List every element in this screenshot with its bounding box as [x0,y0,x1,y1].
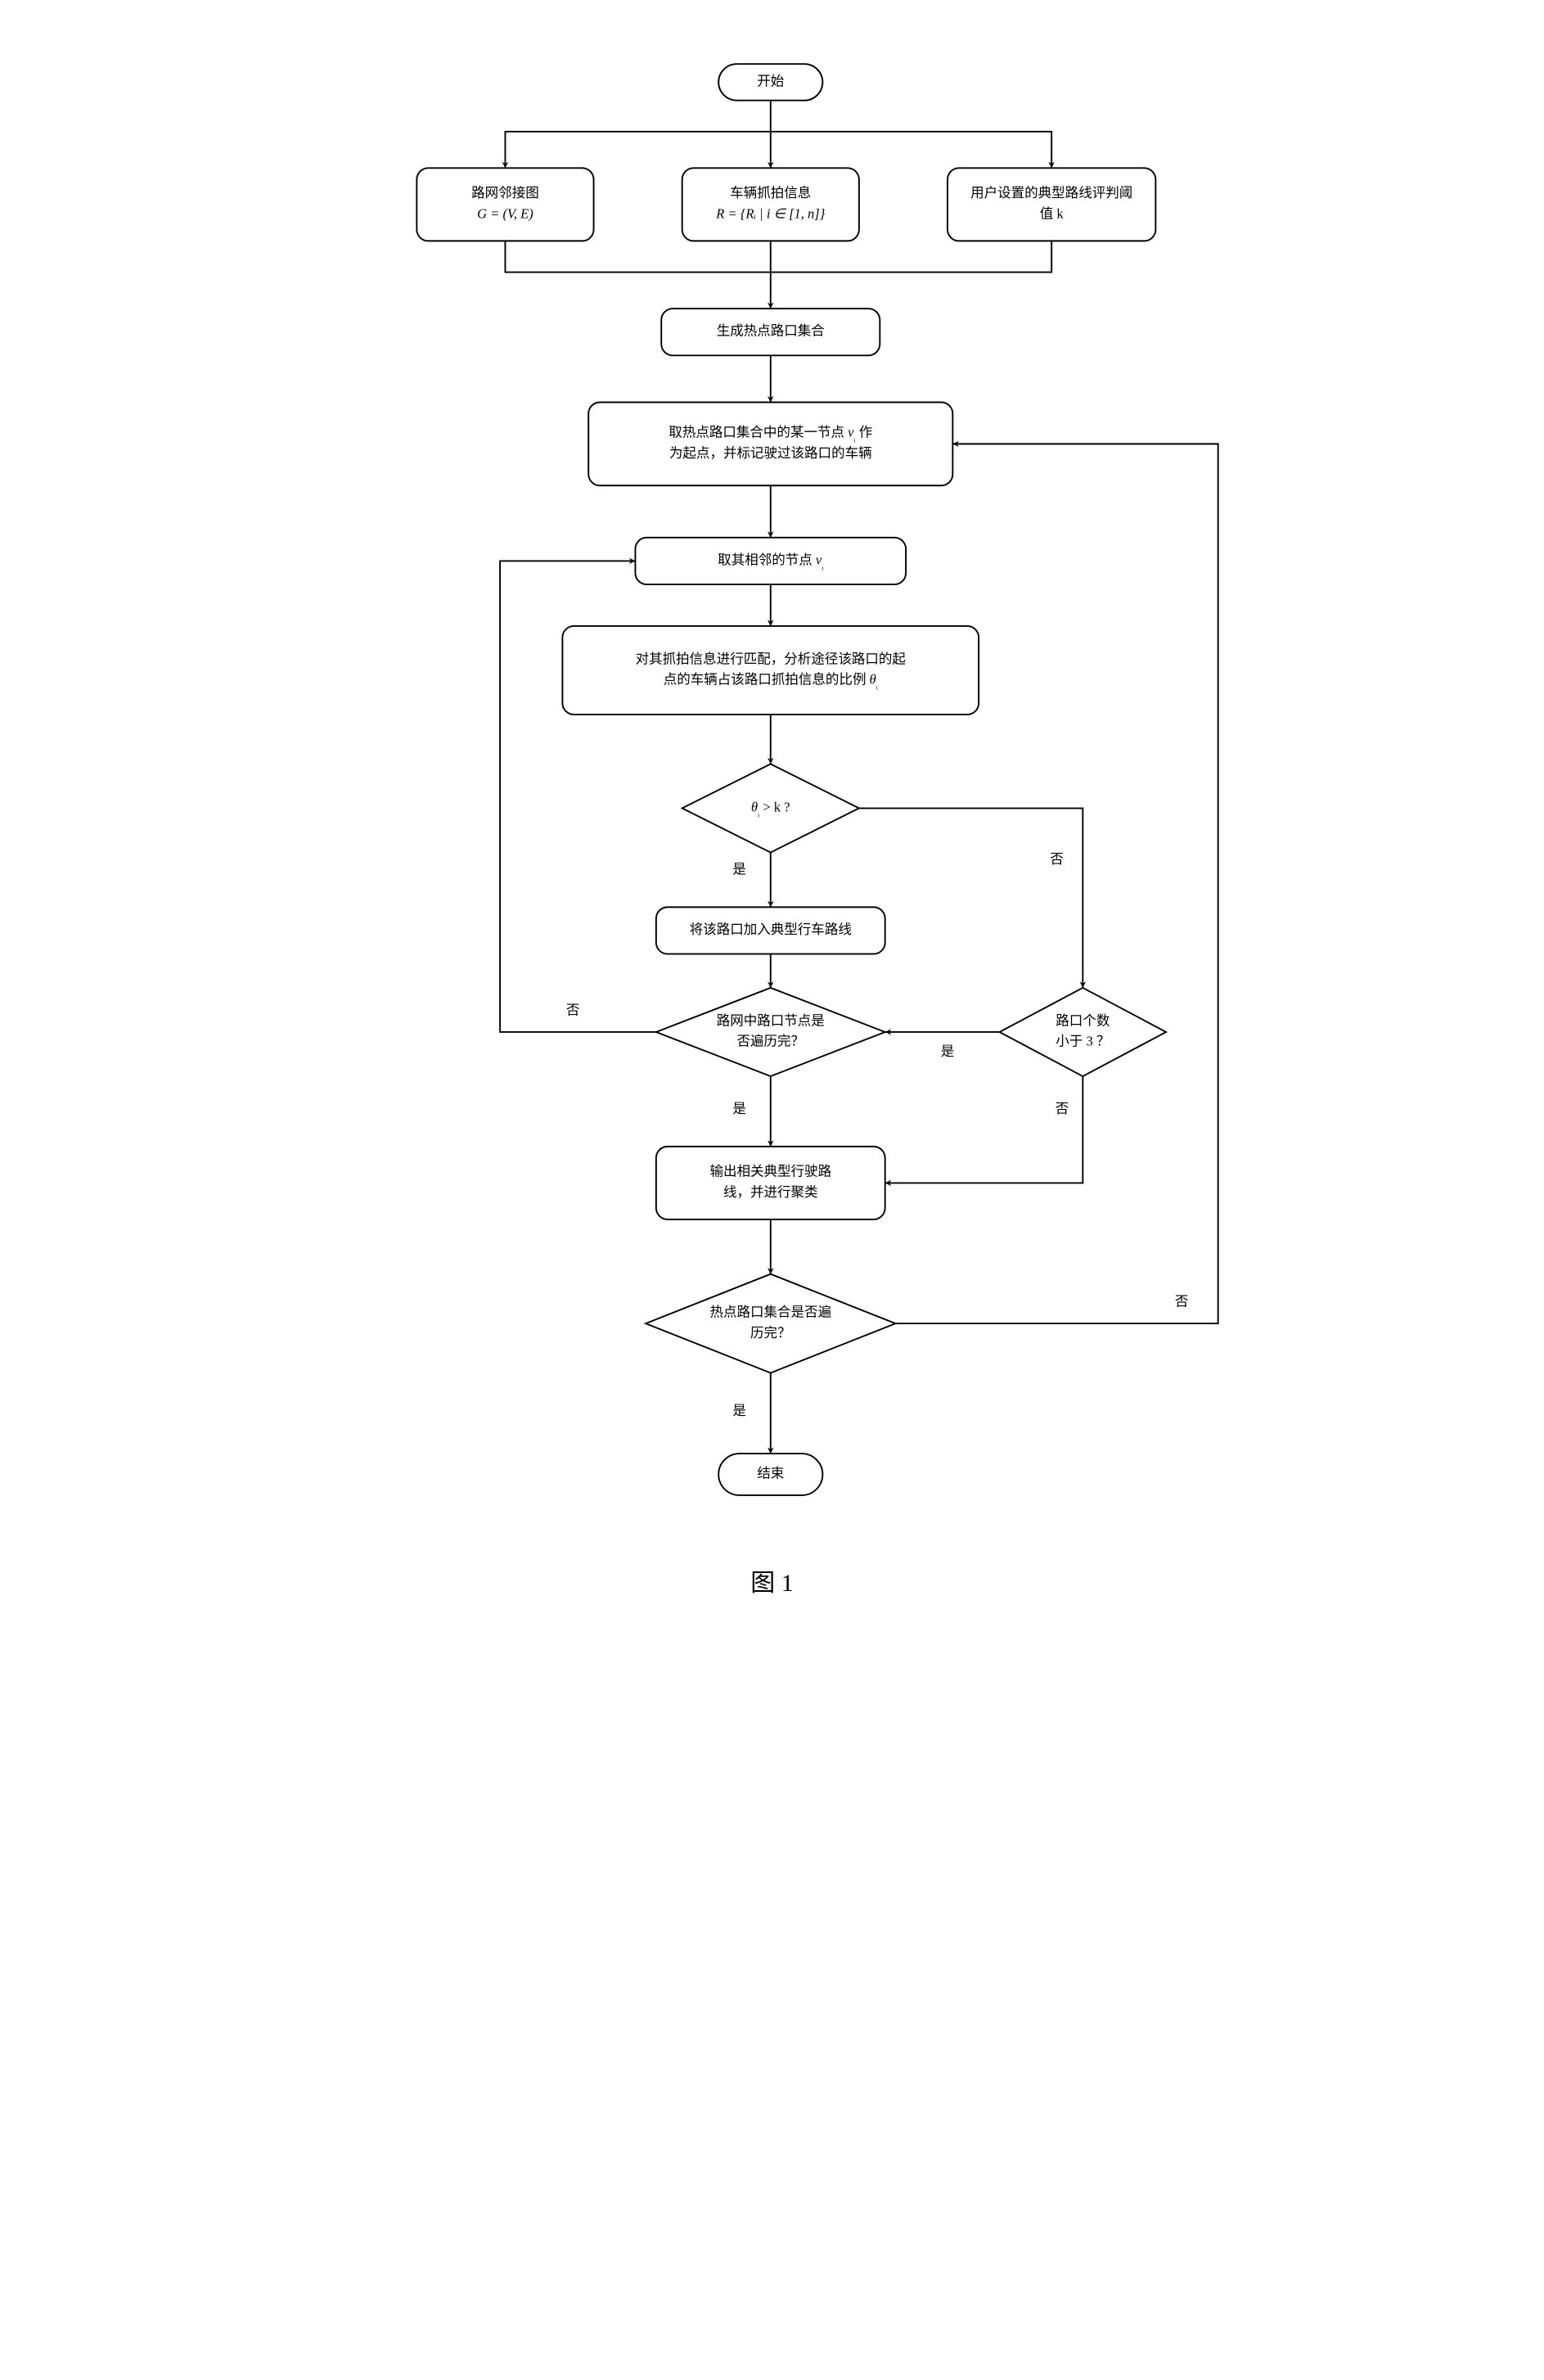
node-in3 [947,168,1155,241]
edge-label: 否 [565,1002,579,1017]
node-in1 [416,168,593,241]
node-text: 路网中路口节点是 [716,1012,824,1028]
flow-edge [770,241,1051,272]
node-d_hot [646,1274,895,1373]
node-text: 路口个数 [1056,1012,1110,1028]
node-text: G = (V, E) [477,205,533,221]
node-pick [588,403,952,486]
flow-edge [858,809,1082,988]
flow-edge [505,132,770,169]
edge-label: 是 [732,1101,746,1116]
node-text: 历完？ [749,1325,790,1341]
node-text: 小于 3 ？ [1056,1033,1110,1048]
node-text: 车辆抓拍信息 [730,185,811,201]
node-text: R = {Rᵢ | i ∈ [1, n]} [715,205,825,221]
node-match [562,626,979,714]
node-d_lt3 [999,988,1165,1076]
edge-label: 是 [732,862,746,877]
edge-label: 是 [940,1044,954,1059]
node-text: 输出相关典型行驶路 [709,1163,831,1179]
node-text: 生成热点路口集合 [716,322,824,338]
node-text: 路网邻接图 [471,185,539,201]
flow-edge [505,241,770,272]
edge-label: 是 [732,1403,746,1418]
flowchart: 是否否是是否否是开始路网邻接图G = (V, E)车辆抓拍信息R = {Rᵢ |… [281,33,1263,1546]
node-text: 否遍历完？ [736,1033,804,1048]
node-text: 值 k [1039,205,1064,221]
node-in2 [682,168,858,241]
node-text: 对其抓拍信息进行匹配，分析途径该路口的起 [635,651,906,666]
figure-caption: 图 1 [33,1562,1511,1598]
edge-label: 否 [1174,1293,1188,1309]
node-text: 线，并进行聚类 [722,1184,817,1200]
edge-label: 否 [1050,851,1064,867]
node-output [655,1147,885,1219]
flow-edge [895,444,1218,1323]
node-text: 热点路口集合是否遍 [709,1304,831,1319]
node-text: 开始 [757,73,784,88]
edge-label: 否 [1055,1101,1069,1116]
flow-edge [885,1076,1083,1183]
node-text: 结束 [757,1465,784,1481]
node-text: 用户设置的典型路线评判阈 [970,185,1132,201]
node-text: 将该路口加入典型行车路线 [689,922,851,937]
node-d_trav [655,988,885,1076]
flow-edge [770,132,1051,169]
node-text: 为起点，并标记驶过该路口的车辆 [668,445,871,461]
